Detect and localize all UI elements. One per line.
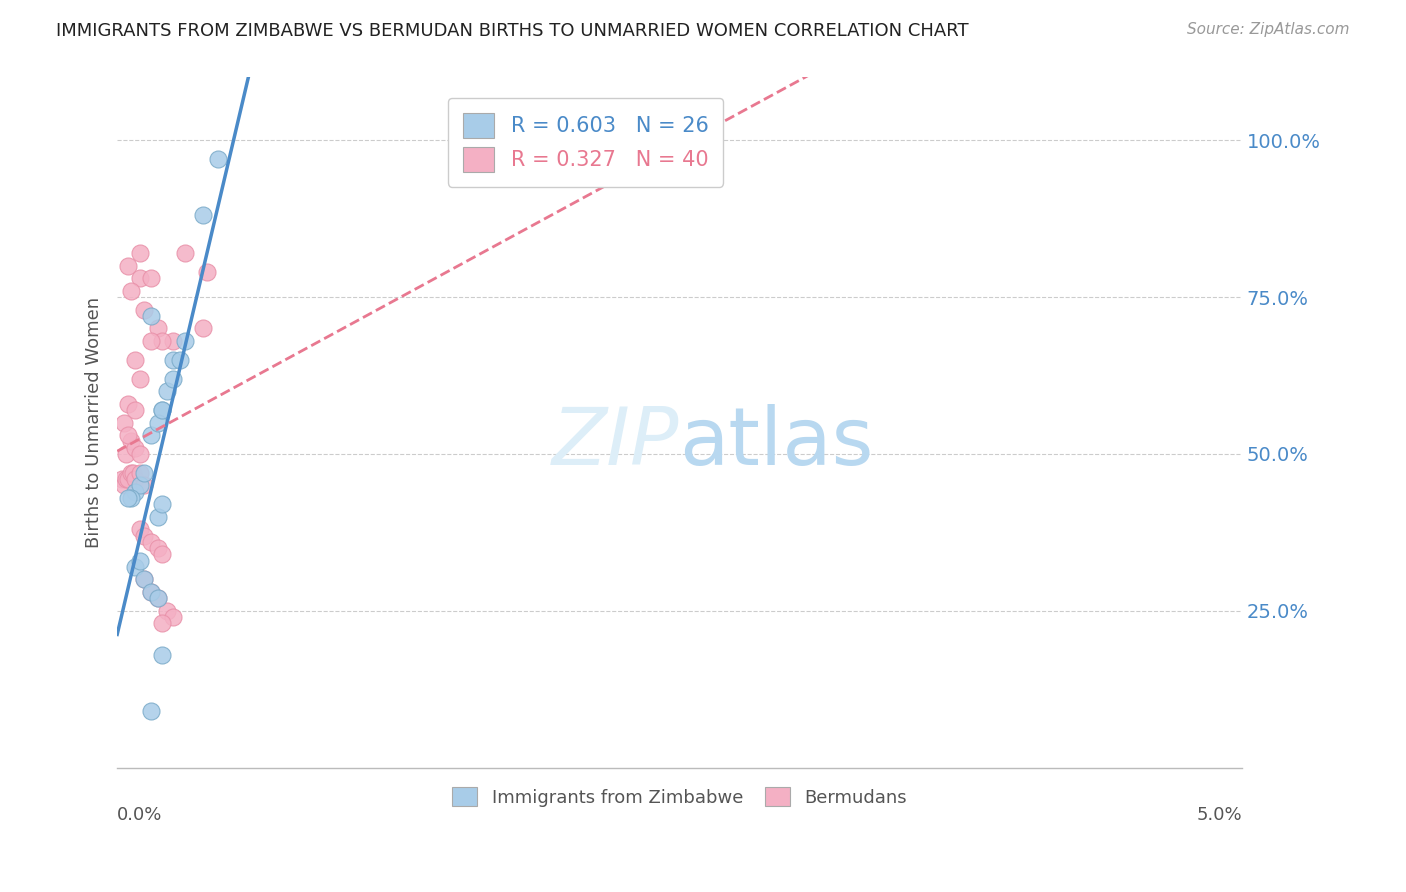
- Point: [134, 573, 156, 587]
- Point: [146, 541, 169, 555]
- Point: [156, 604, 179, 618]
- Point: [173, 246, 195, 260]
- Point: [207, 152, 229, 166]
- Point: [117, 472, 139, 486]
- Point: [128, 522, 150, 536]
- Point: [112, 416, 135, 430]
- Point: [124, 484, 146, 499]
- Point: [120, 284, 142, 298]
- Point: [150, 403, 173, 417]
- Point: [115, 472, 138, 486]
- Point: [124, 352, 146, 367]
- Point: [139, 309, 162, 323]
- Point: [128, 466, 150, 480]
- Point: [128, 554, 150, 568]
- Point: [156, 384, 179, 399]
- Point: [162, 352, 184, 367]
- Point: [111, 472, 134, 486]
- Text: ZIP: ZIP: [553, 404, 679, 483]
- Point: [146, 321, 169, 335]
- Point: [162, 334, 184, 348]
- Point: [124, 472, 146, 486]
- Point: [162, 371, 184, 385]
- Point: [128, 246, 150, 260]
- Point: [134, 478, 156, 492]
- Point: [169, 352, 191, 367]
- Point: [124, 560, 146, 574]
- Point: [150, 497, 173, 511]
- Point: [124, 403, 146, 417]
- Point: [162, 610, 184, 624]
- Point: [146, 591, 169, 606]
- Text: atlas: atlas: [679, 404, 875, 483]
- Point: [139, 271, 162, 285]
- Point: [139, 534, 162, 549]
- Text: Source: ZipAtlas.com: Source: ZipAtlas.com: [1187, 22, 1350, 37]
- Point: [134, 528, 156, 542]
- Point: [134, 302, 156, 317]
- Point: [173, 334, 195, 348]
- Point: [146, 591, 169, 606]
- Point: [128, 271, 150, 285]
- Text: IMMIGRANTS FROM ZIMBABWE VS BERMUDAN BIRTHS TO UNMARRIED WOMEN CORRELATION CHART: IMMIGRANTS FROM ZIMBABWE VS BERMUDAN BIR…: [56, 22, 969, 40]
- Point: [139, 585, 162, 599]
- Y-axis label: Births to Unmarried Women: Births to Unmarried Women: [86, 297, 103, 549]
- Point: [134, 466, 156, 480]
- Point: [120, 434, 142, 449]
- Point: [128, 478, 150, 492]
- Point: [128, 371, 150, 385]
- Text: 5.0%: 5.0%: [1197, 805, 1241, 823]
- Point: [112, 478, 135, 492]
- Point: [134, 573, 156, 587]
- Point: [139, 704, 162, 718]
- Point: [191, 321, 214, 335]
- Point: [139, 334, 162, 348]
- Point: [117, 428, 139, 442]
- Point: [128, 447, 150, 461]
- Point: [117, 397, 139, 411]
- Point: [195, 265, 218, 279]
- Point: [115, 447, 138, 461]
- Point: [122, 466, 145, 480]
- Point: [139, 585, 162, 599]
- Point: [120, 491, 142, 505]
- Point: [117, 259, 139, 273]
- Point: [117, 491, 139, 505]
- Text: 0.0%: 0.0%: [117, 805, 163, 823]
- Point: [139, 428, 162, 442]
- Point: [150, 334, 173, 348]
- Point: [146, 416, 169, 430]
- Point: [191, 209, 214, 223]
- Point: [150, 648, 173, 662]
- Point: [124, 441, 146, 455]
- Point: [150, 403, 173, 417]
- Legend: Immigrants from Zimbabwe, Bermudans: Immigrants from Zimbabwe, Bermudans: [444, 780, 914, 814]
- Point: [150, 547, 173, 561]
- Point: [120, 466, 142, 480]
- Point: [150, 616, 173, 631]
- Point: [146, 509, 169, 524]
